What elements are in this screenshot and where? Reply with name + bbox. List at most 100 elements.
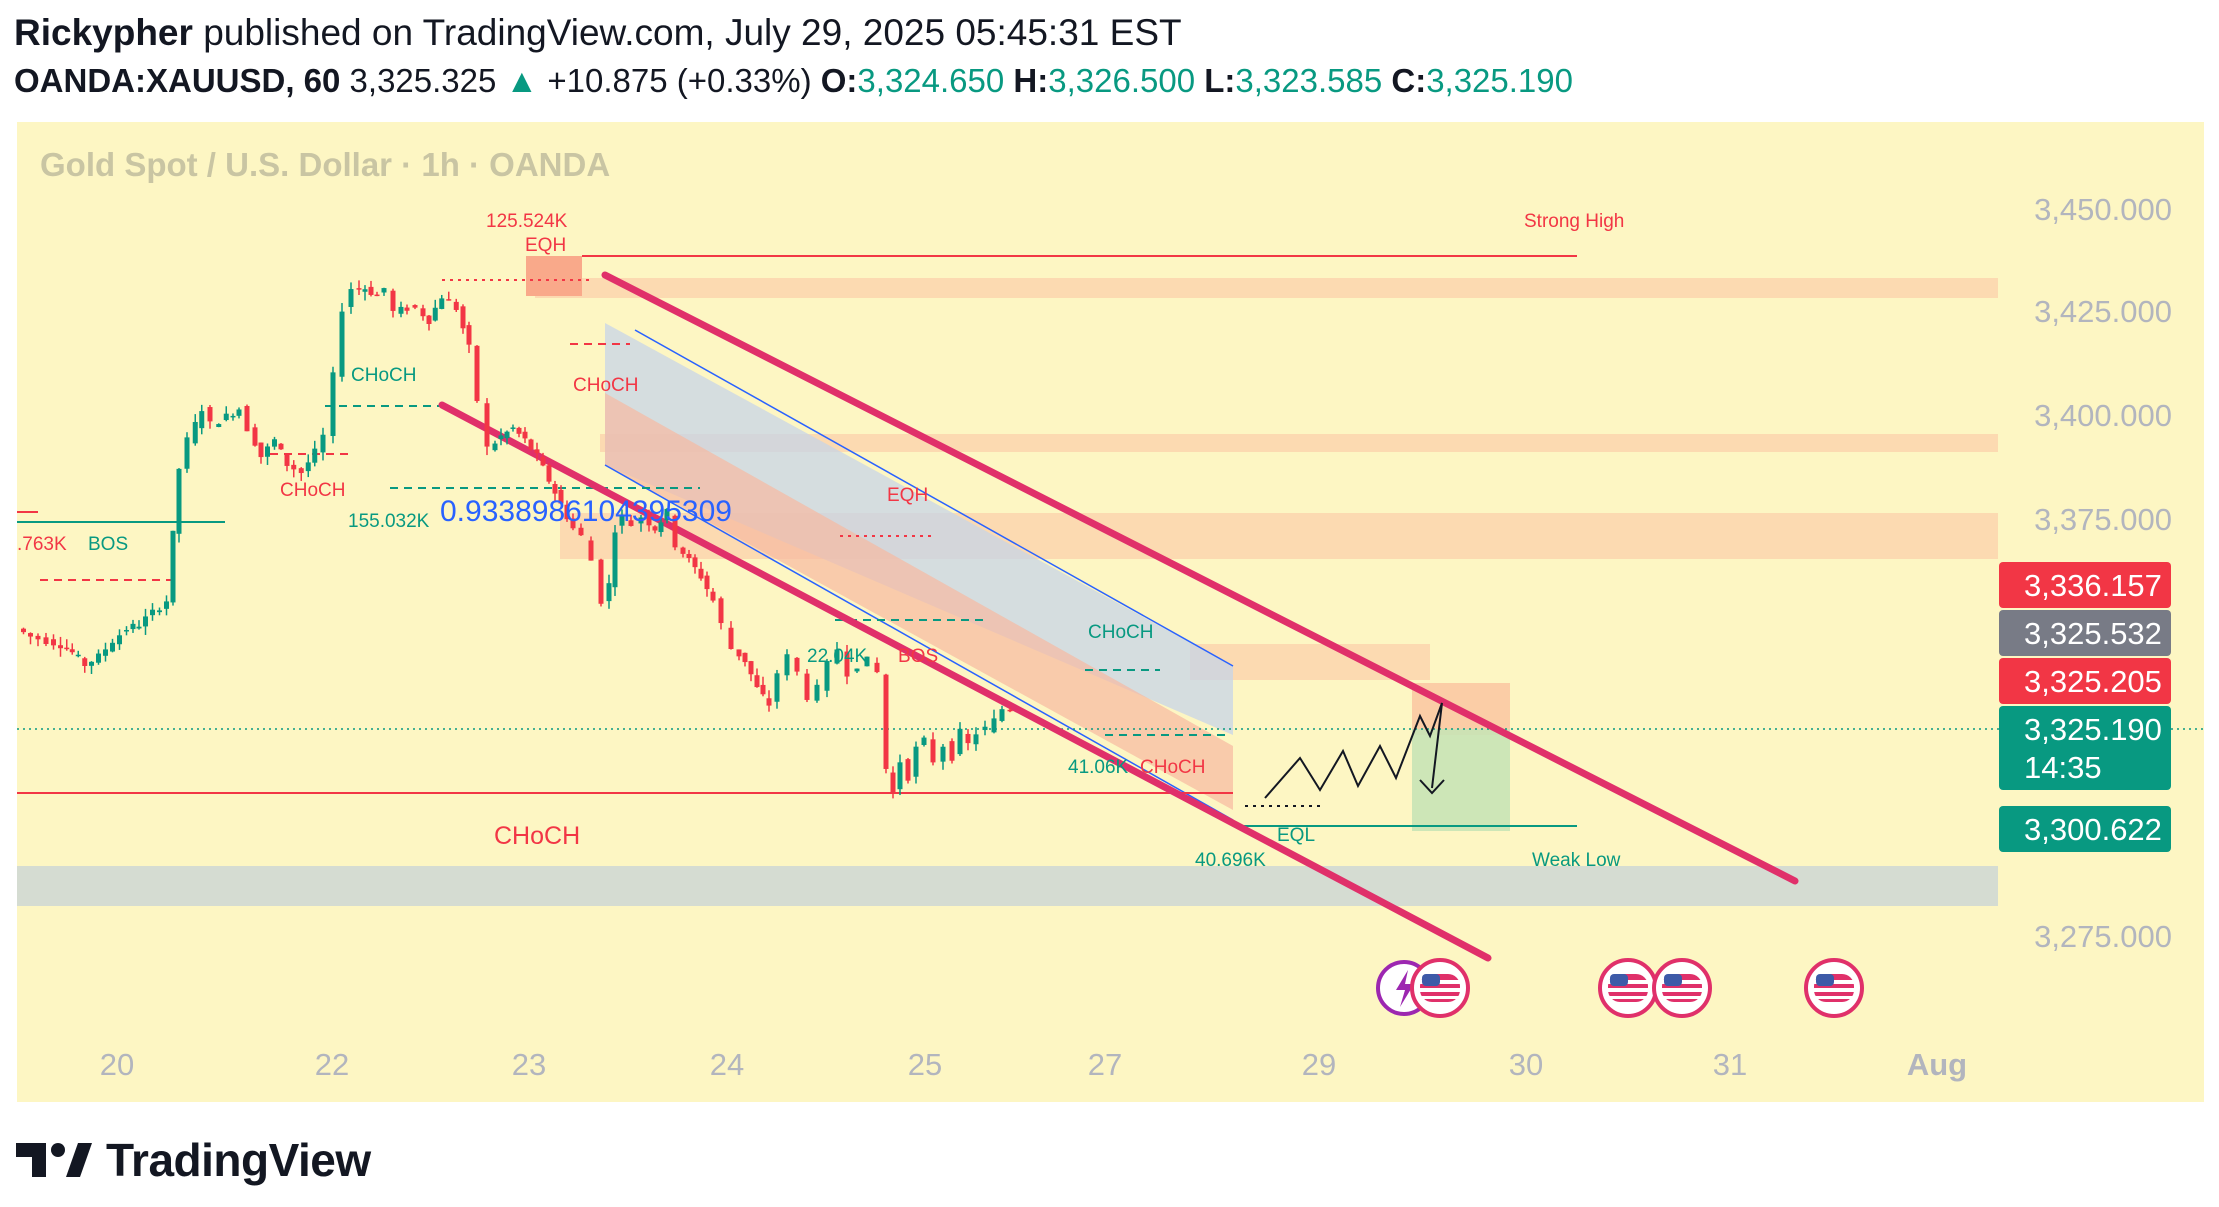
- label-eql: EQL: [1277, 825, 1315, 846]
- candle-body: [710, 591, 716, 601]
- label-eqh-25: EQH: [887, 485, 928, 506]
- label-choch-big: CHoCH: [494, 822, 580, 850]
- badge-current: 3,325.190: [2024, 712, 2162, 747]
- label-volume-155k: 155.032K: [348, 511, 430, 532]
- footer-brand[interactable]: TradingView: [16, 1130, 371, 1190]
- y-tick-3375: 3,375.000: [2034, 502, 2172, 537]
- candle-body: [420, 308, 426, 317]
- high-value: 3,326.500: [1048, 62, 1196, 99]
- us-flag-event-icon-3[interactable]: [1652, 958, 1712, 1018]
- candle-body: [28, 633, 33, 637]
- candle-body: [35, 635, 41, 640]
- supply-zone-upper: [535, 278, 1998, 298]
- label-volume-41k: 41.06K: [1068, 757, 1129, 778]
- candle-body: [522, 431, 528, 439]
- candle-body: [949, 741, 955, 761]
- candle-body: [272, 439, 277, 447]
- candle-body: [824, 661, 830, 691]
- candle-body: [890, 772, 896, 793]
- candle-body: [646, 515, 652, 526]
- candle-body: [143, 616, 148, 627]
- inner-channel-red-box: [605, 393, 1233, 810]
- lightning-icon: [1396, 970, 1414, 1007]
- badge-3300: 3,300.622: [2024, 812, 2162, 847]
- symbol-line: OANDA:XAUUSD, 60 3,325.325 ▲ +10.875 (+0…: [14, 62, 1573, 100]
- candle-body: [754, 675, 760, 688]
- candle-body: [150, 609, 155, 616]
- us-flag-event-icon-2[interactable]: [1598, 958, 1658, 1018]
- candle-body: [230, 415, 236, 418]
- candle-body: [999, 709, 1005, 721]
- label-volume-left: .763K: [17, 534, 67, 555]
- candle-body: [834, 649, 840, 664]
- candle-body: [362, 289, 368, 292]
- candle-body: [484, 403, 490, 447]
- candle-body: [330, 372, 336, 436]
- candle-body: [991, 718, 997, 733]
- candle-body: [103, 649, 108, 656]
- candle-body: [390, 290, 396, 311]
- candle-body: [794, 657, 800, 672]
- candle-body: [664, 508, 670, 521]
- candle-body: [844, 651, 850, 677]
- candle-body: [278, 443, 284, 450]
- up-arrow-icon: ▲: [505, 62, 539, 99]
- candle-body: [453, 301, 459, 310]
- candle-body: [58, 645, 63, 649]
- candle-body: [492, 443, 498, 451]
- y-tick-3275: 3,275.000: [2034, 919, 2172, 954]
- inner-channel-top-line: [634, 329, 1234, 667]
- candle-body: [265, 446, 270, 457]
- label-eqh-top: EQH: [525, 235, 566, 256]
- label-choch-22-red: CHoCH: [280, 480, 345, 501]
- candle-body: [348, 289, 354, 307]
- label-choch-23-red: CHoCH: [573, 375, 638, 396]
- candle-body: [207, 407, 213, 422]
- candle-body: [628, 520, 634, 526]
- candle-body: [854, 668, 860, 672]
- candle-body: [766, 698, 772, 706]
- x-tick-24: 24: [710, 1047, 744, 1082]
- candle-body: [921, 737, 927, 745]
- low-label: L:: [1204, 62, 1236, 99]
- x-tick-20: 20: [100, 1047, 134, 1082]
- x-tick-30: 30: [1509, 1047, 1543, 1082]
- price-chart[interactable]: Gold Spot / U.S. Dollar · 1h · OANDA Str…: [0, 118, 2219, 1118]
- us-flag-event-icon[interactable]: [1410, 958, 1470, 1018]
- candle-body: [320, 434, 326, 453]
- candles-group: [21, 280, 1013, 799]
- candle-body: [164, 601, 169, 609]
- outer-channel-upper: [601, 271, 1799, 885]
- candle-body: [21, 628, 26, 633]
- candle-body: [136, 626, 142, 629]
- badge-3325-532: 3,325.532: [2024, 616, 2162, 651]
- candle-body: [157, 610, 162, 613]
- arrow-down-icon: [1419, 779, 1445, 795]
- publish-line: Rickypher published on TradingView.com, …: [14, 12, 1182, 54]
- close-label: C:: [1391, 62, 1427, 99]
- candle-body: [973, 734, 979, 745]
- x-tick-22: 22: [315, 1047, 349, 1082]
- candle-body: [957, 728, 963, 755]
- candle-body: [89, 661, 94, 666]
- candle-body: [874, 662, 880, 673]
- candle-body: [498, 435, 504, 439]
- candle-body: [534, 449, 540, 453]
- candle-body: [686, 554, 692, 558]
- badge-3336-bg: [1999, 562, 2171, 608]
- candle-body: [110, 642, 115, 652]
- label-volume-22k: 22.04K: [807, 646, 868, 667]
- badge-current-bg: [1999, 706, 2171, 790]
- high-label: H:: [1013, 62, 1049, 99]
- candle-body: [426, 315, 432, 324]
- us-flag-event-icon-4[interactable]: [1804, 958, 1864, 1018]
- author-name[interactable]: Rickypher: [14, 12, 193, 53]
- x-tick-25: 25: [908, 1047, 942, 1082]
- label-choch-27-green: CHoCH: [1088, 622, 1153, 643]
- symbol-name: OANDA:XAUUSD, 60: [14, 62, 341, 99]
- zigzag-projection: [1264, 702, 1443, 799]
- candle-body: [466, 325, 472, 345]
- candle-body: [680, 547, 686, 554]
- candle-body: [897, 762, 903, 790]
- candle-body: [356, 288, 362, 290]
